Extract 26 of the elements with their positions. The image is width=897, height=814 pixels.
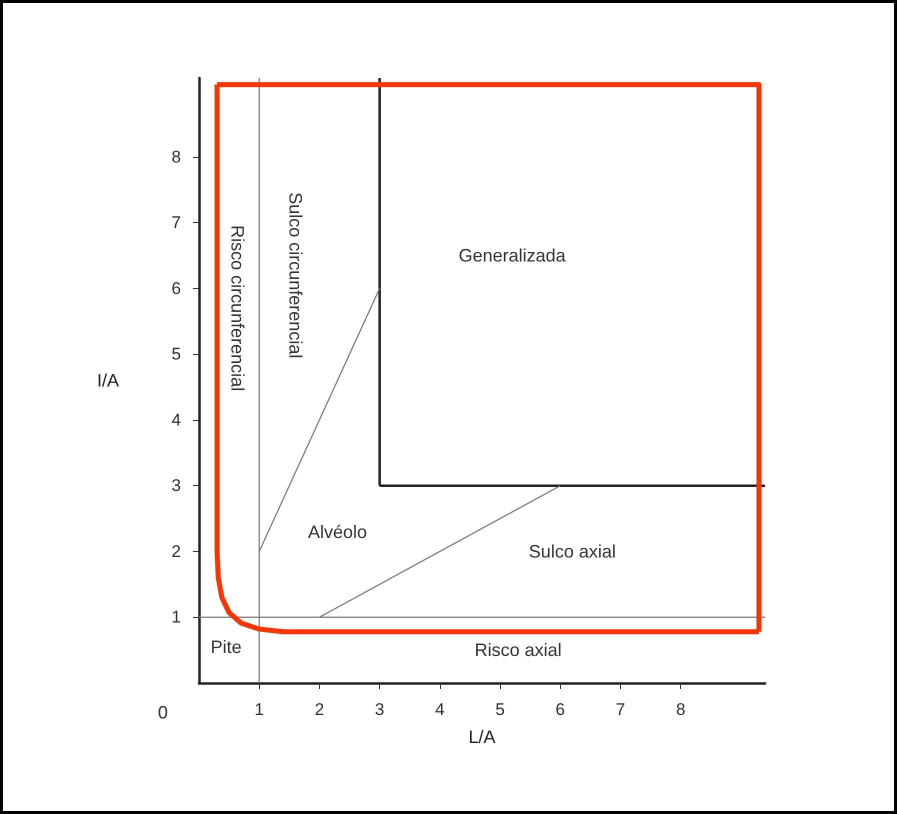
y-tick-label: 5 <box>172 344 181 364</box>
annotation: Sulco axial <box>528 541 616 562</box>
annotation: Risco circunferencial <box>228 225 248 392</box>
y-tick-label: 2 <box>172 542 181 561</box>
y-tick-label: 3 <box>172 476 181 496</box>
x-tick-label: 6 <box>556 700 566 719</box>
x-tick-label: 2 <box>314 700 324 719</box>
y-tick-label: 4 <box>172 410 181 430</box>
x-axis-title: L/A <box>468 727 496 747</box>
x-tick-label: 8 <box>676 700 686 719</box>
annotation: Risco axial <box>474 640 562 660</box>
text: 0 <box>158 702 168 723</box>
annotation: Sulco circunferencial <box>285 192 306 358</box>
x-tick-label: 4 <box>435 700 445 719</box>
annotation: Pite <box>210 636 242 657</box>
x-tick-label: 3 <box>374 700 384 719</box>
y-axis-title: I/A <box>96 370 119 390</box>
annotation: Generalizada <box>458 246 567 266</box>
annotation: Alvéolo <box>308 522 368 542</box>
x-tick-label: 1 <box>254 700 264 719</box>
x-tick-label: 7 <box>616 700 626 719</box>
y-tick-label: 7 <box>172 213 181 232</box>
y-tick-label: 8 <box>172 147 181 166</box>
x-tick-label: 5 <box>495 700 505 719</box>
y-tick-label: 1 <box>172 608 181 627</box>
y-tick-label: 6 <box>172 278 181 298</box>
